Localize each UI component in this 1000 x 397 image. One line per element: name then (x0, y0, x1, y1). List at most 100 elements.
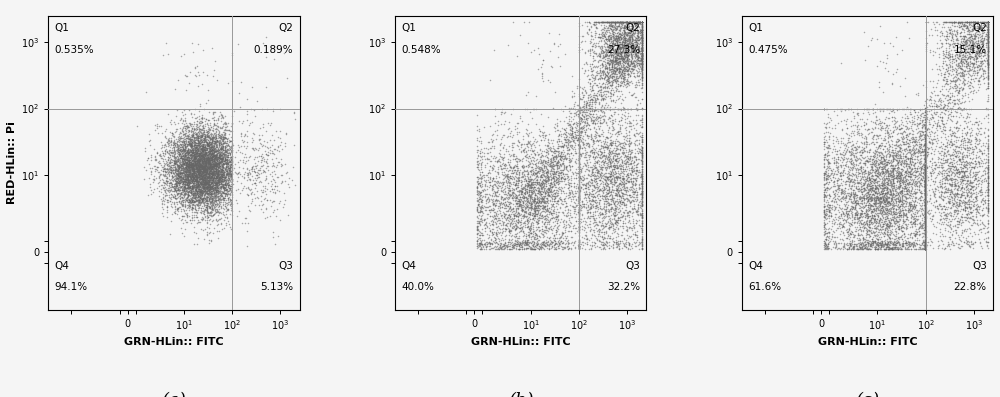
Point (215, 208, 231, 215)
Point (213, 180, 229, 186)
Point (955, 207, 971, 214)
Point (541, 30, 557, 36)
Point (536, 242, 552, 248)
Point (840, 219, 856, 225)
Point (531, 165, 547, 172)
Point (968, 152, 984, 158)
Point (177, 152, 193, 158)
Point (932, 94, 948, 101)
Point (937, 52, 953, 59)
Point (211, 175, 227, 181)
Point (867, 160, 883, 166)
Point (956, 56, 972, 62)
Point (974, 245, 990, 251)
Point (617, 25, 633, 32)
Point (879, 175, 895, 181)
Point (184, 133, 200, 139)
Point (581, 182, 597, 188)
Point (882, 232, 898, 238)
Point (200, 158, 216, 165)
Point (594, 32, 610, 39)
Point (521, 225, 537, 232)
Point (191, 188, 207, 195)
Point (606, 213, 622, 219)
Point (221, 157, 237, 164)
Point (192, 174, 208, 180)
Point (614, 229, 630, 235)
Point (185, 173, 201, 179)
Point (960, 160, 976, 166)
Point (188, 160, 204, 167)
Point (163, 170, 179, 176)
Point (564, 132, 580, 138)
Point (966, 44, 982, 51)
Point (224, 148, 240, 154)
Point (903, 239, 919, 246)
Point (611, 40, 627, 47)
Point (597, 177, 613, 183)
Point (634, 173, 650, 179)
Point (917, 164, 933, 171)
Point (510, 212, 526, 219)
Point (527, 208, 543, 214)
Point (630, 160, 646, 166)
Point (218, 149, 234, 155)
Point (177, 156, 193, 162)
Point (177, 172, 193, 179)
Point (177, 141, 193, 147)
Point (526, 209, 542, 216)
Point (177, 152, 193, 158)
Point (905, 205, 921, 212)
Point (847, 198, 863, 204)
Point (821, 136, 837, 142)
Point (201, 188, 217, 195)
Point (180, 163, 196, 170)
Point (630, 34, 646, 40)
Point (207, 163, 223, 170)
Point (194, 162, 210, 169)
Point (903, 135, 919, 141)
Point (182, 160, 198, 167)
Point (513, 205, 529, 211)
Point (924, 32, 940, 39)
Point (601, 202, 617, 208)
Point (604, 73, 620, 79)
Point (617, 48, 633, 54)
Point (508, 195, 524, 201)
Point (980, 63, 996, 69)
Point (209, 150, 225, 156)
Point (980, 137, 996, 143)
Point (971, 31, 987, 38)
Point (598, 120, 614, 126)
Point (259, 156, 275, 162)
Point (489, 198, 505, 204)
Point (634, 21, 650, 27)
Point (172, 147, 188, 154)
Point (886, 165, 902, 171)
Point (948, 158, 964, 165)
Point (939, 81, 955, 87)
Point (217, 121, 233, 127)
Point (616, 149, 632, 156)
Point (525, 168, 541, 174)
Point (506, 164, 522, 170)
Point (601, 202, 617, 208)
Point (627, 84, 643, 90)
Point (623, 50, 639, 56)
Point (536, 163, 552, 170)
Point (979, 40, 995, 46)
Point (181, 149, 197, 156)
Point (953, 29, 969, 36)
Point (181, 126, 197, 133)
Point (594, 222, 610, 228)
Point (195, 125, 211, 131)
Point (634, 162, 650, 169)
Point (240, 185, 256, 191)
Point (583, 245, 599, 251)
Point (185, 167, 201, 173)
Point (878, 195, 894, 201)
Point (587, 28, 603, 35)
Point (850, 216, 866, 222)
Point (607, 109, 623, 115)
Point (588, 126, 604, 133)
